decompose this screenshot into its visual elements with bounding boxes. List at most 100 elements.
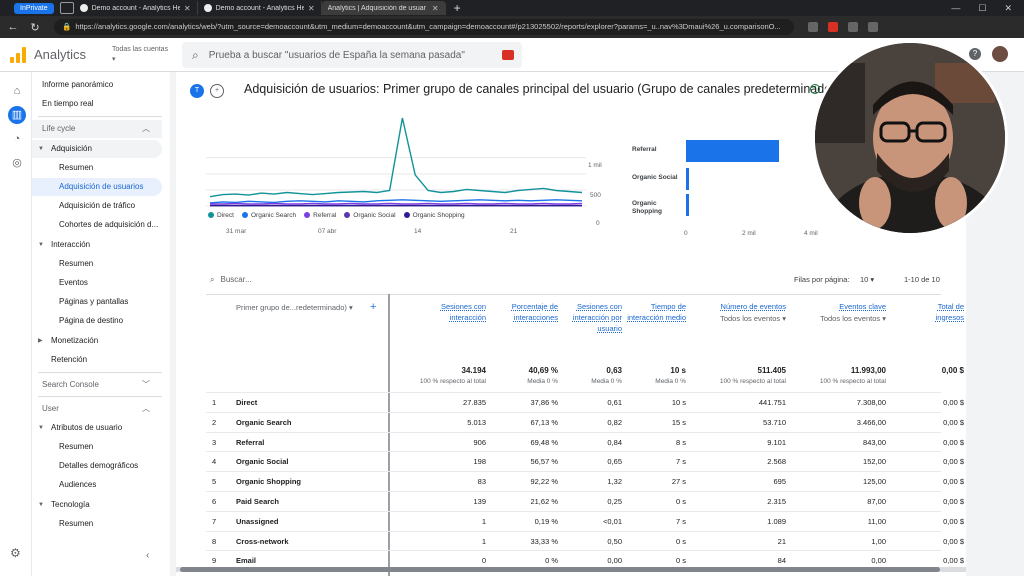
legend-item[interactable]: Organic Search — [241, 212, 296, 219]
column-header[interactable]: Eventos clave — [839, 302, 886, 311]
nav-monetizacion[interactable]: ▶ Monetización — [32, 332, 162, 350]
table-row[interactable]: 4 Organic Social 198 56,57 % 0,65 7 s 2.568 152… — [206, 451, 964, 471]
nav-interaccion-resumen[interactable]: Resumen — [59, 259, 94, 268]
search-placeholder: Prueba a buscar "usuarios de España la s… — [208, 49, 465, 61]
table-row[interactable]: 5 Organic Shopping 83 92,22 % 1,32 27 s 695 125… — [206, 471, 964, 491]
maximize-icon[interactable]: ☐ — [978, 2, 987, 13]
browser-tab-3[interactable]: Analytics | Adquisición de usuar ✕ — [0, 1, 446, 46]
column-event-filter[interactable]: Todos los eventos ▾ — [686, 314, 786, 323]
nav-adquisicion-usuarios[interactable]: Adquisición de usuarios — [32, 178, 162, 196]
nav-atributos-usuario[interactable]: ▼ Atributos de usuario — [32, 419, 162, 437]
cell-value: 0,19 % — [534, 516, 558, 526]
new-tab-icon[interactable]: + — [453, 1, 461, 15]
nav-informe-panoramico[interactable]: Informe panorámico — [42, 80, 114, 89]
table-row[interactable]: 7 Unassigned 1 0,19 % <0,01 7 s 1.089 11,00 0,00… — [206, 510, 964, 531]
account-selector[interactable]: Todas las cuentas ▾ — [112, 45, 168, 65]
x-tick: 31 mar — [226, 228, 247, 235]
close-icon[interactable]: ✕ — [431, 3, 439, 13]
bar[interactable] — [686, 194, 689, 216]
nav-interaccion[interactable]: ▼ Interacción — [32, 236, 162, 254]
settings-gear-icon[interactable]: ⚙ — [10, 546, 21, 560]
legend-item[interactable]: Referral — [304, 212, 336, 219]
workspaces-icon[interactable] — [59, 2, 74, 14]
nav-adquisicion-trafico[interactable]: Adquisición de tráfico — [59, 201, 136, 210]
channel-name: Organic Shopping — [236, 477, 301, 487]
nav-paginas-pantallas[interactable]: Páginas y pantallas — [59, 297, 129, 306]
nav-retencion[interactable]: Retención — [51, 355, 88, 364]
browser-tab-2[interactable]: Demo account - Analytics Help ✕ — [198, 1, 322, 15]
table-row[interactable]: 6 Paid Search 139 21,62 % 0,25 0 s 2.315 87,00 0… — [206, 491, 964, 511]
series-line — [209, 199, 583, 204]
cell-value: 15 s — [671, 417, 686, 427]
column-header[interactable]: Sesiones con interacción — [440, 302, 486, 322]
table-search[interactable]: ⌕ Buscar... — [210, 275, 252, 285]
dimension-header[interactable]: Primer grupo de...redeterminado) ▾ — [236, 303, 353, 312]
add-comparison-icon[interactable]: + — [210, 84, 224, 98]
back-icon[interactable]: ← — [7, 21, 19, 33]
star-icon[interactable] — [808, 22, 818, 32]
help-icon[interactable]: ? — [969, 48, 981, 60]
nav-section-life-cycle[interactable]: Life cycle ︿ — [32, 120, 162, 138]
nav-detalles-demograficos[interactable]: Detalles demográficos — [59, 461, 139, 470]
legend-item[interactable]: Direct — [208, 212, 234, 219]
nav-section-search-console[interactable]: Search Console ﹀ — [32, 376, 162, 394]
url-field[interactable]: 🔒 https://analytics.google.com/analytics/… — [54, 19, 794, 35]
nav-pagina-destino[interactable]: Página de destino — [59, 316, 124, 325]
legend-item[interactable]: Organic Shopping — [403, 212, 465, 219]
nav-tecnologia[interactable]: ▼ Tecnología — [32, 496, 162, 514]
explore-icon[interactable]: ◔ — [13, 133, 21, 145]
column-header[interactable]: Tiempo de interacción medio — [627, 302, 686, 322]
close-icon[interactable]: ✕ — [307, 3, 315, 13]
add-dimension-icon[interactable]: + — [370, 301, 377, 313]
column-header[interactable]: Número de eventos — [720, 302, 786, 311]
divider — [38, 372, 162, 373]
extension-icon[interactable] — [868, 22, 878, 32]
search-bar[interactable]: ⌕ Prueba a buscar "usuarios de España la… — [182, 42, 522, 68]
nav-tiempo-real[interactable]: En tiempo real — [42, 99, 94, 108]
column-header[interactable]: Porcentaje de interacciones — [511, 302, 558, 322]
inprivate-badge[interactable]: InPrivate — [14, 2, 54, 14]
cell-value: 1 — [481, 536, 486, 546]
minimize-icon[interactable]: — — [951, 2, 961, 13]
scrollbar-thumb[interactable] — [180, 567, 940, 572]
close-icon[interactable]: ✕ — [183, 3, 191, 13]
table-row[interactable]: 1 Direct 27.835 37,86 % 0,61 10 s 441.751 7.308… — [206, 392, 964, 412]
nav-audiences[interactable]: Audiences — [59, 480, 97, 489]
refresh-icon[interactable]: ↻ — [30, 21, 40, 34]
advertising-icon[interactable]: ◎ — [12, 157, 22, 169]
nav-tecnologia-resumen[interactable]: Resumen — [59, 519, 94, 528]
bar[interactable] — [686, 168, 690, 190]
row-index: 1 — [212, 398, 217, 407]
extension-icon[interactable] — [848, 22, 858, 32]
nav-section-user[interactable]: User ︿ — [32, 400, 162, 418]
nav-eventos[interactable]: Eventos — [59, 278, 88, 287]
nav-cohortes[interactable]: Cohortes de adquisición d... — [59, 220, 159, 229]
nav-adquisicion[interactable]: ▼ Adquisición — [32, 140, 162, 158]
avatar[interactable] — [992, 46, 1008, 62]
reports-icon[interactable]: ▥ — [8, 106, 26, 124]
comparison-chip[interactable]: T — [190, 84, 204, 98]
collapse-nav-icon[interactable]: ‹ — [146, 550, 150, 561]
row-index: 7 — [212, 516, 217, 526]
nav-adquisicion-resumen[interactable]: Resumen — [59, 163, 94, 172]
extension-icon[interactable] — [828, 22, 838, 32]
column-header[interactable]: Sesiones con interacción por usuario — [572, 302, 622, 333]
event-filter-label: Todos los eventos — [720, 314, 781, 323]
column-header[interactable]: Total de ingresos — [935, 302, 964, 322]
table-row[interactable]: 8 Cross-network 1 33,33 % 0,50 0 s 21 1,00 0,00 … — [206, 530, 964, 551]
table-row[interactable]: 3 Referral 906 69,48 % 0,84 8 s 9.101 843,00 0,0… — [206, 431, 964, 452]
home-icon[interactable]: ⌂ — [13, 85, 21, 97]
legend-item[interactable]: Organic Social — [344, 212, 396, 219]
bar[interactable] — [686, 140, 779, 162]
rows-per-page-select[interactable]: 10 ▾ — [860, 275, 875, 284]
horizontal-scrollbar[interactable] — [176, 567, 966, 572]
analytics-logo-icon[interactable] — [10, 46, 26, 63]
table-row[interactable]: 9 Email 0 0 % 0,00 0 s 84 0,00 0,00 $ — [206, 550, 964, 570]
column-event-filter[interactable]: Todos los eventos ▾ — [786, 314, 886, 323]
table-row[interactable]: 2 Organic Search 5.013 67,13 % 0,82 15 s 53.71… — [206, 411, 964, 432]
cell-value: 2.568 — [767, 457, 786, 467]
close-window-icon[interactable]: ✕ — [1004, 2, 1012, 13]
browser-tab-1[interactable]: Demo account - Analytics Help ✕ — [74, 1, 198, 15]
nav-atributos-resumen[interactable]: Resumen — [59, 442, 94, 451]
